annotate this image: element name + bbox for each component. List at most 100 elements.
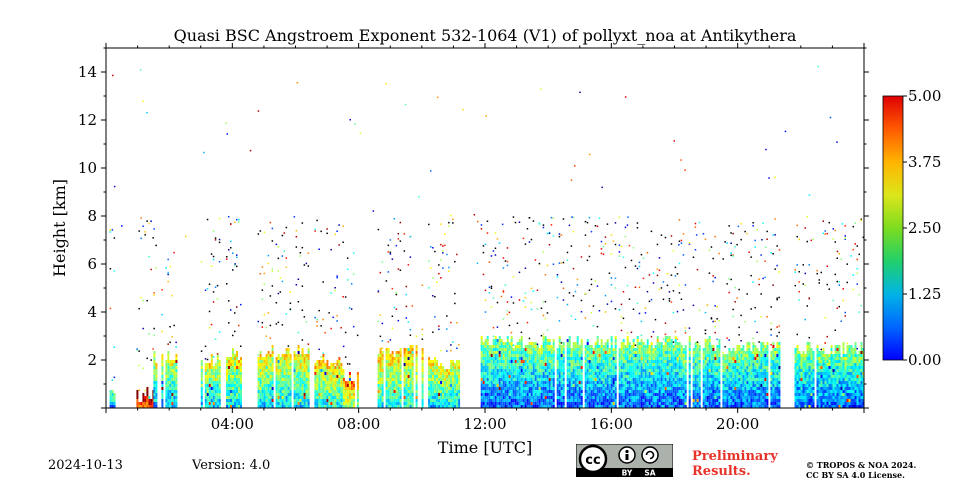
heatmap-cell [320,399,323,402]
heatmap-cell [602,375,605,378]
heatmap-cell [403,363,406,366]
heatmap-cell [698,369,701,372]
heatmap-cell [480,369,483,372]
heatmap-cell [440,399,443,402]
heatmap-cell [676,348,679,351]
heatmap-cell [698,363,701,366]
heatmap-cell [295,366,298,369]
heatmap-cell [236,369,238,372]
heatmap-cell [346,396,349,399]
heatmap-cell [680,363,683,366]
heatmap-cell [496,378,499,381]
heatmap-cell [287,357,290,360]
heatmap-cell [200,396,203,399]
heatmap-cell [405,305,408,308]
heatmap-cell [236,366,238,369]
heatmap-cell [574,318,577,321]
heatmap-cell [628,393,631,396]
heatmap-cell [530,342,533,345]
heatmap-cell [171,384,174,387]
heatmap-cell [652,360,655,363]
heatmap-cell [456,387,459,390]
heatmap-cell [204,393,207,396]
heatmap-cell [226,283,228,285]
heatmap-cell [385,363,388,366]
heatmap-cell [230,405,232,408]
heatmap-cell [236,218,238,221]
heatmap-cell [546,363,549,366]
heatmap-cell [638,312,641,315]
heatmap-cell [377,291,380,293]
heatmap-cell [548,348,551,351]
heatmap-cell [436,387,439,390]
heatmap-cell [540,387,543,390]
heatmap-cell [293,390,296,393]
heatmap-cell [674,342,677,345]
heatmap-cell [592,325,595,327]
heatmap-cell [550,402,553,405]
heatmap-cell [299,399,302,402]
heatmap-cell [608,351,611,354]
heatmap-cell [259,372,262,375]
heatmap-cell [708,339,711,342]
heatmap-cell [552,363,555,366]
heatmap-cell [279,360,282,363]
heatmap-cell [504,348,507,351]
heatmap-cell [508,342,511,345]
heatmap-cell [550,390,553,393]
heatmap-cell [228,300,230,302]
heatmap-cell [504,387,507,390]
heatmap-cell [279,363,282,366]
heatmap-cell [338,399,341,402]
heatmap-cell [271,384,274,387]
heatmap-cell [524,396,527,399]
heatmap-cell [624,360,627,363]
heatmap-cell [456,369,459,372]
heatmap-cell [576,351,579,354]
heatmap-cell [328,381,331,384]
heatmap-cell [588,387,591,390]
heatmap-cell [568,351,571,354]
heatmap-cell [552,372,555,375]
heatmap-cell [542,384,545,387]
heatmap-cell [175,372,178,375]
heatmap-cell [257,402,260,405]
heatmap-cell [240,357,242,360]
heatmap-cell [558,366,561,369]
heatmap-cell [281,399,284,402]
heatmap-cell [524,405,527,408]
heatmap-cell [622,384,625,387]
heatmap-cell [320,387,323,390]
heatmap-cell [708,363,711,366]
heatmap-cell [214,286,217,288]
heatmap-cell [566,393,569,396]
heatmap-cell [318,387,321,390]
heatmap-cell [676,390,679,393]
heatmap-cell [155,372,158,375]
heatmap-cell [232,405,234,408]
heatmap-cell [277,270,280,272]
heatmap-cell [484,354,487,357]
heatmap-cell [492,399,495,402]
heatmap-cell [206,387,209,390]
heatmap-cell [710,348,713,351]
heatmap-cell [496,357,499,360]
heatmap-cell [303,384,306,387]
heatmap-cell [628,366,631,369]
heatmap-cell [704,357,707,360]
heatmap-cell [702,387,705,390]
heatmap-cell [175,378,178,381]
heatmap-cell [208,393,211,396]
heatmap-cell [526,354,529,357]
heatmap-cell [218,241,221,244]
heatmap-cell [608,402,611,405]
heatmap-cell [586,375,589,378]
heatmap-cell [218,381,221,384]
heatmap-cell [654,369,657,372]
heatmap-cell [630,375,633,378]
heatmap-cell [608,384,611,387]
heatmap-cell [271,405,274,408]
heatmap-cell [200,366,203,369]
heatmap-cell [492,381,495,384]
